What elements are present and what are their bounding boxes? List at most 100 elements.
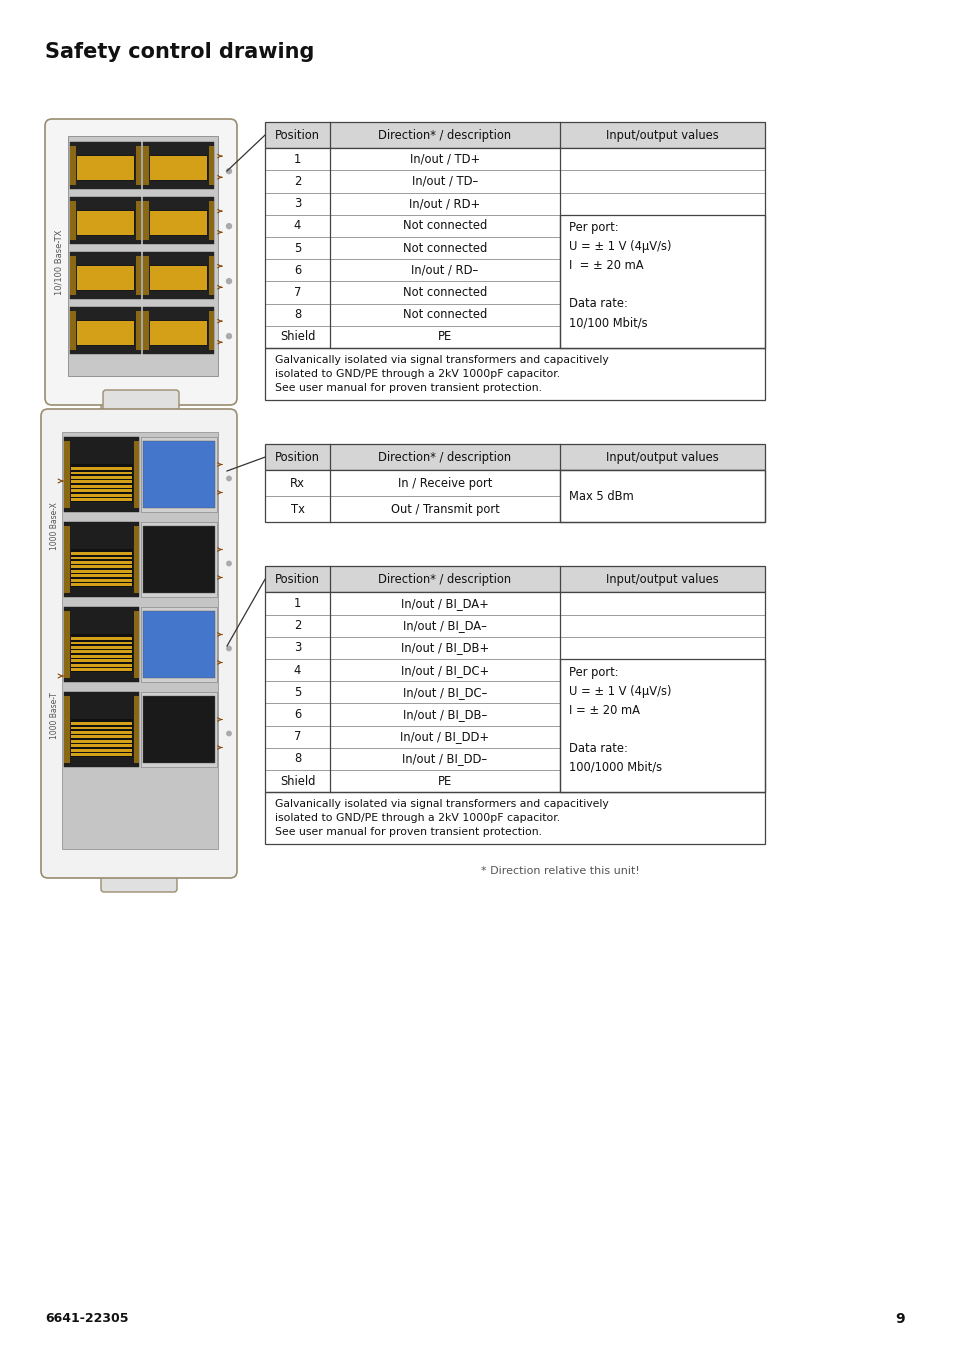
- Bar: [77, 214, 133, 217]
- Bar: [330, 726, 559, 747]
- Bar: [330, 593, 559, 615]
- Text: In/out / BI_DC+: In/out / BI_DC+: [400, 663, 489, 677]
- Text: In / Receive port: In / Receive port: [397, 477, 492, 490]
- Bar: [77, 269, 133, 272]
- Bar: [265, 726, 330, 747]
- Bar: [135, 256, 141, 295]
- Text: 4: 4: [294, 219, 301, 233]
- Bar: [71, 663, 132, 666]
- Bar: [71, 638, 132, 640]
- Bar: [71, 552, 132, 555]
- Text: 5: 5: [294, 241, 301, 255]
- Bar: [77, 275, 133, 278]
- Bar: [77, 336, 133, 338]
- Text: In/out / BI_DD+: In/out / BI_DD+: [400, 730, 489, 743]
- Bar: [143, 252, 213, 299]
- Circle shape: [227, 646, 231, 651]
- Bar: [141, 692, 216, 766]
- Bar: [70, 252, 141, 299]
- Text: Not connected: Not connected: [402, 286, 487, 299]
- Bar: [559, 237, 764, 259]
- Bar: [150, 340, 207, 343]
- Bar: [77, 160, 133, 162]
- Bar: [71, 471, 132, 474]
- Bar: [133, 525, 139, 593]
- Bar: [77, 267, 133, 269]
- Text: Input/output values: Input/output values: [605, 451, 719, 463]
- Bar: [77, 325, 133, 328]
- Bar: [71, 477, 132, 479]
- Text: Not connected: Not connected: [402, 219, 487, 233]
- Text: Galvanically isolated via signal transformers and capacitively
isolated to GND/P: Galvanically isolated via signal transfo…: [274, 355, 608, 393]
- Text: Shield: Shield: [279, 774, 314, 788]
- Text: Max 5 dBm: Max 5 dBm: [568, 490, 633, 502]
- Bar: [150, 221, 207, 223]
- Bar: [265, 681, 330, 703]
- Bar: [330, 237, 559, 259]
- Bar: [71, 561, 132, 563]
- Bar: [70, 196, 141, 244]
- Bar: [133, 441, 139, 508]
- Bar: [71, 635, 132, 672]
- Bar: [71, 753, 132, 756]
- Bar: [135, 146, 141, 185]
- Bar: [77, 168, 133, 171]
- Circle shape: [227, 477, 231, 481]
- Bar: [559, 215, 764, 348]
- Bar: [559, 470, 764, 496]
- Bar: [143, 441, 214, 508]
- Bar: [77, 177, 133, 180]
- Text: 7: 7: [294, 730, 301, 743]
- Bar: [559, 593, 764, 615]
- Bar: [150, 284, 207, 287]
- Bar: [330, 148, 559, 171]
- Text: Position: Position: [274, 573, 319, 586]
- Bar: [64, 437, 139, 512]
- Text: Input/output values: Input/output values: [605, 573, 719, 586]
- Bar: [71, 745, 132, 747]
- Bar: [150, 175, 207, 177]
- Bar: [150, 160, 207, 162]
- Bar: [71, 735, 132, 738]
- Bar: [330, 215, 559, 237]
- Bar: [150, 177, 207, 180]
- FancyBboxPatch shape: [41, 409, 236, 877]
- Text: Per port:
U = ± 1 V (4μV/s)
I  = ± 20 mA

Data rate:
10/100 Mbit/s: Per port: U = ± 1 V (4μV/s) I = ± 20 mA …: [568, 222, 671, 329]
- Bar: [265, 215, 330, 237]
- Bar: [559, 326, 764, 348]
- Bar: [330, 615, 559, 636]
- Circle shape: [226, 279, 232, 283]
- Bar: [77, 287, 133, 290]
- Text: Galvanically isolated via signal transformers and capacitively
isolated to GND/P: Galvanically isolated via signal transfo…: [274, 799, 608, 837]
- Bar: [559, 259, 764, 282]
- Bar: [330, 326, 559, 348]
- Bar: [265, 792, 764, 844]
- Bar: [77, 211, 133, 214]
- Bar: [330, 303, 559, 326]
- Bar: [77, 328, 133, 330]
- Bar: [150, 287, 207, 290]
- Text: In/out / BI_DA–: In/out / BI_DA–: [402, 619, 486, 632]
- Bar: [70, 307, 141, 353]
- Bar: [71, 550, 132, 588]
- Text: 2: 2: [294, 175, 301, 188]
- Text: Not connected: Not connected: [402, 309, 487, 321]
- Bar: [559, 636, 764, 659]
- Text: PE: PE: [437, 330, 452, 344]
- Text: PE: PE: [437, 774, 452, 788]
- Bar: [209, 256, 213, 295]
- Text: 1000 Base-T: 1000 Base-T: [50, 692, 59, 739]
- Bar: [143, 146, 149, 185]
- Bar: [330, 171, 559, 192]
- Bar: [265, 348, 764, 399]
- Circle shape: [226, 223, 232, 229]
- Circle shape: [226, 169, 232, 173]
- Text: Shield: Shield: [279, 330, 314, 344]
- Bar: [150, 330, 207, 333]
- Bar: [265, 566, 764, 593]
- Bar: [77, 221, 133, 223]
- Bar: [265, 470, 330, 496]
- Bar: [70, 146, 75, 185]
- Bar: [150, 328, 207, 330]
- Bar: [150, 343, 207, 345]
